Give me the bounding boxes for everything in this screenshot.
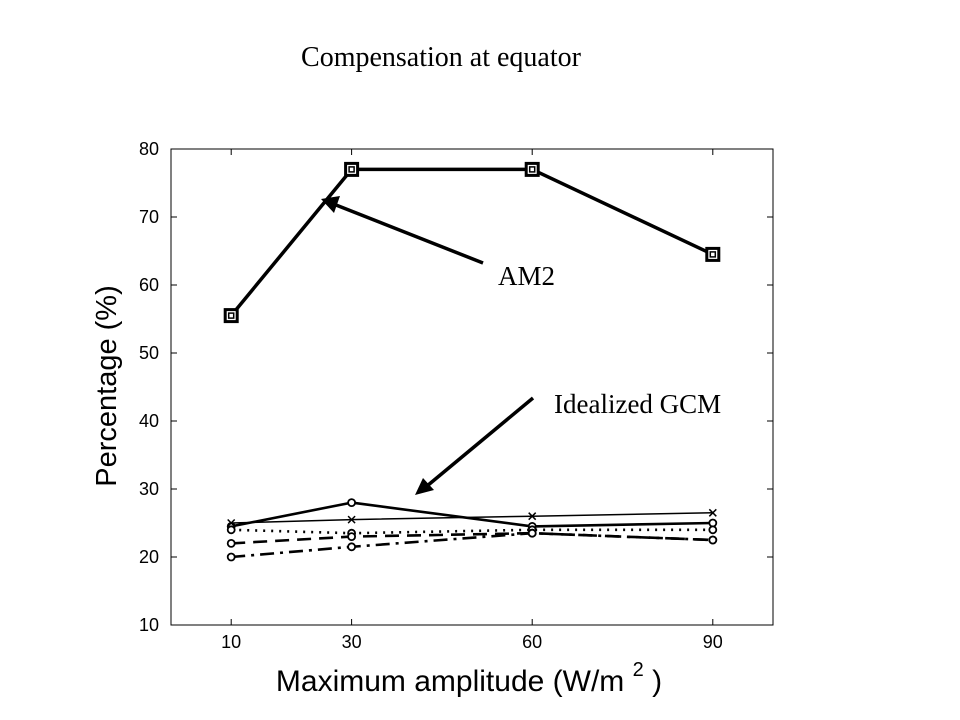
- y-tick-label-3: 40: [139, 411, 159, 431]
- annotations: AM2 Idealized GCM: [321, 196, 721, 495]
- y-tick-label-6: 70: [139, 207, 159, 227]
- x-axis: 10 30 60 90: [221, 149, 723, 652]
- annotation-am2: AM2: [498, 261, 555, 291]
- marker-circle-5-3: [708, 535, 718, 545]
- marker-square-0-0: [223, 308, 239, 324]
- marker-circle-1-1: [347, 498, 357, 508]
- x-axis-label-main: Maximum amplitude (W/m: [276, 665, 624, 698]
- series-line-4: [231, 531, 713, 545]
- series-markers: [223, 161, 721, 562]
- x-axis-label-superscript: 2: [633, 659, 644, 681]
- y-tick-label-5: 60: [139, 275, 159, 295]
- annotation-idealized-gcm: Idealized GCM: [554, 389, 721, 419]
- marker-circle-4-0: [226, 539, 236, 548]
- marker-circle-3-3: [708, 525, 718, 535]
- series-line-5: [231, 531, 713, 559]
- y-tick-label-2: 30: [139, 479, 159, 499]
- x-axis-label-suffix: ): [652, 665, 662, 698]
- marker-x-2-3: [708, 508, 717, 517]
- marker-circle-5-1: [347, 542, 357, 552]
- series-line-1: [230, 501, 713, 528]
- marker-square-0-2: [524, 161, 540, 177]
- y-tick-label-0: 10: [139, 615, 159, 635]
- y-axis-label: Percentage (%): [91, 285, 123, 487]
- series-line-0: [229, 167, 714, 317]
- marker-x-2-0: [227, 518, 236, 528]
- marker-circle-5-0: [226, 552, 236, 562]
- annotation-am2-arrowhead: [321, 196, 340, 213]
- y-tick-label-1: 20: [139, 547, 159, 567]
- x-axis-label: Maximum amplitude (W/m 2 ): [276, 650, 662, 698]
- x-tick-label-3: 90: [703, 632, 723, 652]
- series-line-2: [231, 512, 713, 524]
- marker-x-2-2: [528, 512, 537, 521]
- x-tick-label-1: 30: [342, 632, 362, 652]
- plot-area: [170, 148, 774, 626]
- marker-x-2-1: [347, 515, 356, 524]
- y-tick-label-4: 50: [139, 343, 159, 363]
- y-axis: 10 20 30 40 50 60 70 80: [139, 139, 773, 635]
- marker-square-0-3: [705, 246, 721, 262]
- marker-circle-4-1: [347, 532, 357, 541]
- marker-square-0-1: [344, 161, 360, 177]
- annotation-idealized-gcm-arrowhead: [415, 478, 434, 495]
- y-tick-label-7: 80: [139, 139, 159, 159]
- x-tick-label-2: 60: [522, 632, 542, 652]
- chart-title: Compensation at equator: [301, 42, 582, 73]
- annotation-idealized-gcm-arrow-line: [425, 396, 535, 488]
- annotation-am2-arrow-line: [335, 203, 484, 265]
- marker-circle-5-2: [527, 528, 537, 538]
- marker-circle-3-0: [226, 525, 236, 535]
- x-tick-label-0: 10: [221, 632, 241, 652]
- series-lines: [229, 167, 714, 559]
